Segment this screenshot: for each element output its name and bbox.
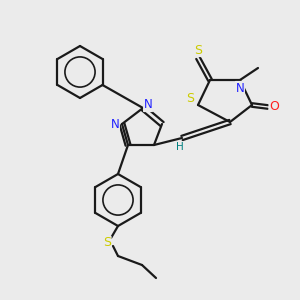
Text: S: S <box>103 236 111 250</box>
Text: N: N <box>144 98 152 112</box>
Text: H: H <box>176 142 184 152</box>
Text: S: S <box>194 44 202 56</box>
Text: N: N <box>236 82 244 94</box>
Text: S: S <box>186 92 194 106</box>
Text: O: O <box>269 100 279 113</box>
Text: N: N <box>111 118 119 130</box>
